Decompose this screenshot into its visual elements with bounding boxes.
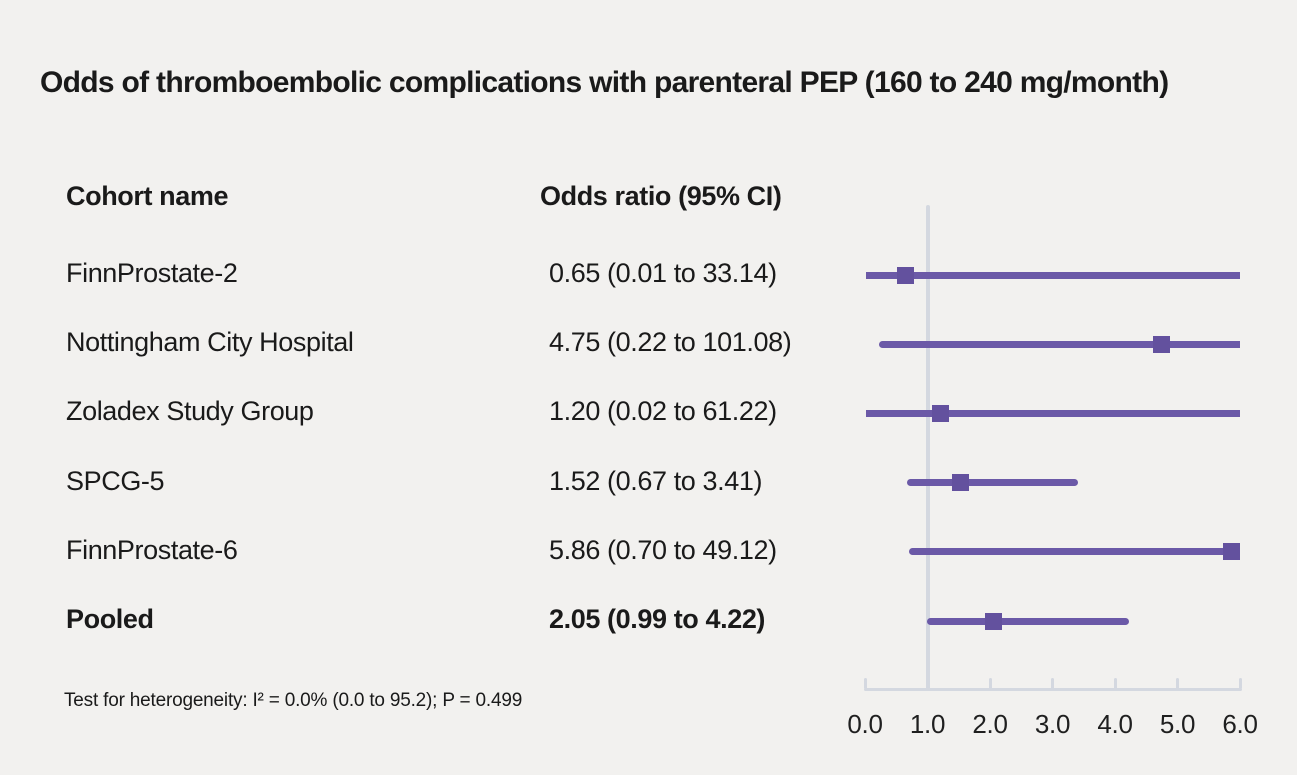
x-axis-line <box>864 688 1242 691</box>
x-axis-tick <box>926 678 929 689</box>
confidence-interval-line <box>906 479 1079 487</box>
confidence-interval-line <box>926 617 1129 625</box>
point-estimate-marker <box>897 266 915 284</box>
forest-plot-area: 0.0 1.0 2.0 3.0 4.0 5.0 6.0 <box>847 0 1258 775</box>
x-axis-tick-label: 2.0 <box>972 709 1008 739</box>
odds-ratio-value: 4.75 (0.22 to 101.08) <box>549 327 792 358</box>
point-estimate-marker <box>931 404 949 422</box>
cohort-name-label: Nottingham City Hospital <box>66 327 354 358</box>
heterogeneity-note: Test for heterogeneity: I² = 0.0% (0.0 t… <box>64 690 523 711</box>
reference-line-or-1 <box>925 205 930 691</box>
odds-ratio-value: 2.05 (0.99 to 4.22) <box>549 604 766 634</box>
x-axis-tick <box>1176 678 1179 689</box>
cohort-name-label: FinnProstate-2 <box>66 258 238 288</box>
column-header-odds-ratio: Odds ratio (95% CI) <box>540 181 782 211</box>
confidence-interval-line <box>865 271 1240 279</box>
cohort-name-label: Zoladex Study Group <box>66 396 314 427</box>
column-header-cohort-name: Cohort name <box>66 181 229 211</box>
odds-ratio-value: 1.20 (0.02 to 61.22) <box>549 396 777 427</box>
odds-ratio-value: 1.52 (0.67 to 3.41) <box>549 465 763 496</box>
x-axis-tick <box>1051 678 1054 689</box>
confidence-interval-line <box>878 340 1240 348</box>
x-axis-tick <box>988 678 992 689</box>
odds-ratio-value: 0.65 (0.01 to 33.14) <box>549 258 777 288</box>
confidence-interval-line <box>866 409 1240 417</box>
x-axis-tick <box>1113 678 1117 689</box>
x-axis-tick <box>863 678 867 689</box>
x-axis-tick-label: 6.0 <box>1222 709 1258 739</box>
x-axis-tick-label: 3.0 <box>1034 709 1071 739</box>
x-axis-tick <box>1238 678 1242 689</box>
odds-ratio-value: 5.86 (0.70 to 49.12) <box>549 534 777 565</box>
x-axis-tick-label: 0.0 <box>847 709 883 739</box>
point-estimate-marker <box>1222 543 1240 561</box>
confidence-interval-line <box>908 548 1240 556</box>
x-axis-tick-label: 4.0 <box>1097 709 1133 739</box>
figure-title: Odds of thromboembolic complications wit… <box>40 66 1169 99</box>
point-estimate-marker <box>1153 335 1171 353</box>
point-estimate-marker <box>951 474 969 492</box>
cohort-name-label: SPCG-5 <box>66 465 165 496</box>
x-axis-tick-label: 1.0 <box>909 709 946 739</box>
cohort-name-label: Pooled <box>66 604 154 634</box>
cohort-name-label: FinnProstate-6 <box>66 534 238 565</box>
x-axis-tick-label: 5.0 <box>1159 709 1196 739</box>
point-estimate-marker <box>984 612 1002 630</box>
